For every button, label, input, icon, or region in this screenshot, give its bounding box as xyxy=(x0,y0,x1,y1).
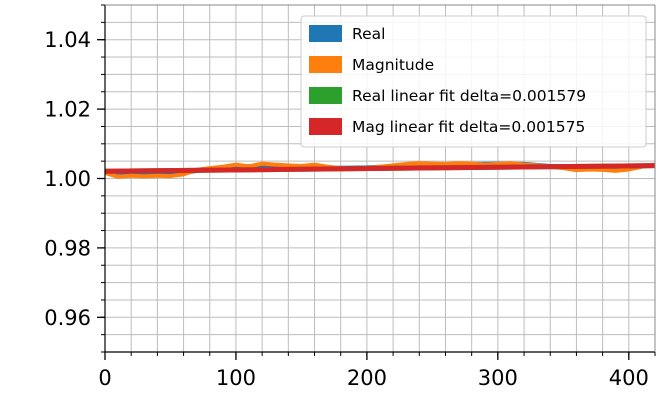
series-mag-fit-line xyxy=(104,163,656,174)
x-tick-label: 200 xyxy=(347,366,387,390)
legend-swatch-real xyxy=(309,25,342,42)
y-tick-label: 0.98 xyxy=(44,236,91,260)
legend-swatch-mag-fit xyxy=(309,118,342,135)
legend: Real Magnitude Real linear fit delta=0.0… xyxy=(300,15,647,148)
y-tick-label: 1.00 xyxy=(44,167,91,191)
y-tick-label: 1.02 xyxy=(44,98,91,122)
legend-label-magnitude: Magnitude xyxy=(352,56,434,74)
legend-swatch-real-fit xyxy=(309,87,342,104)
legend-label-mag-fit: Mag linear fit delta=0.001575 xyxy=(352,118,585,136)
axes: 0 100 200 300 400 0.96 0.98 1.00 1.02 1.04 xyxy=(44,4,656,390)
y-tick-label: 1.04 xyxy=(44,28,91,52)
y-tick-label: 0.96 xyxy=(44,306,91,330)
legend-label-real: Real xyxy=(352,25,385,43)
x-tick-label: 400 xyxy=(609,366,649,390)
x-tick-label: 300 xyxy=(478,366,518,390)
legend-box xyxy=(300,15,647,148)
legend-swatch-magnitude xyxy=(309,56,342,73)
x-tick-label: 100 xyxy=(216,366,256,390)
legend-label-real-fit: Real linear fit delta=0.001579 xyxy=(352,87,586,105)
series-layer xyxy=(104,161,656,179)
x-tick-label: 0 xyxy=(98,366,111,390)
